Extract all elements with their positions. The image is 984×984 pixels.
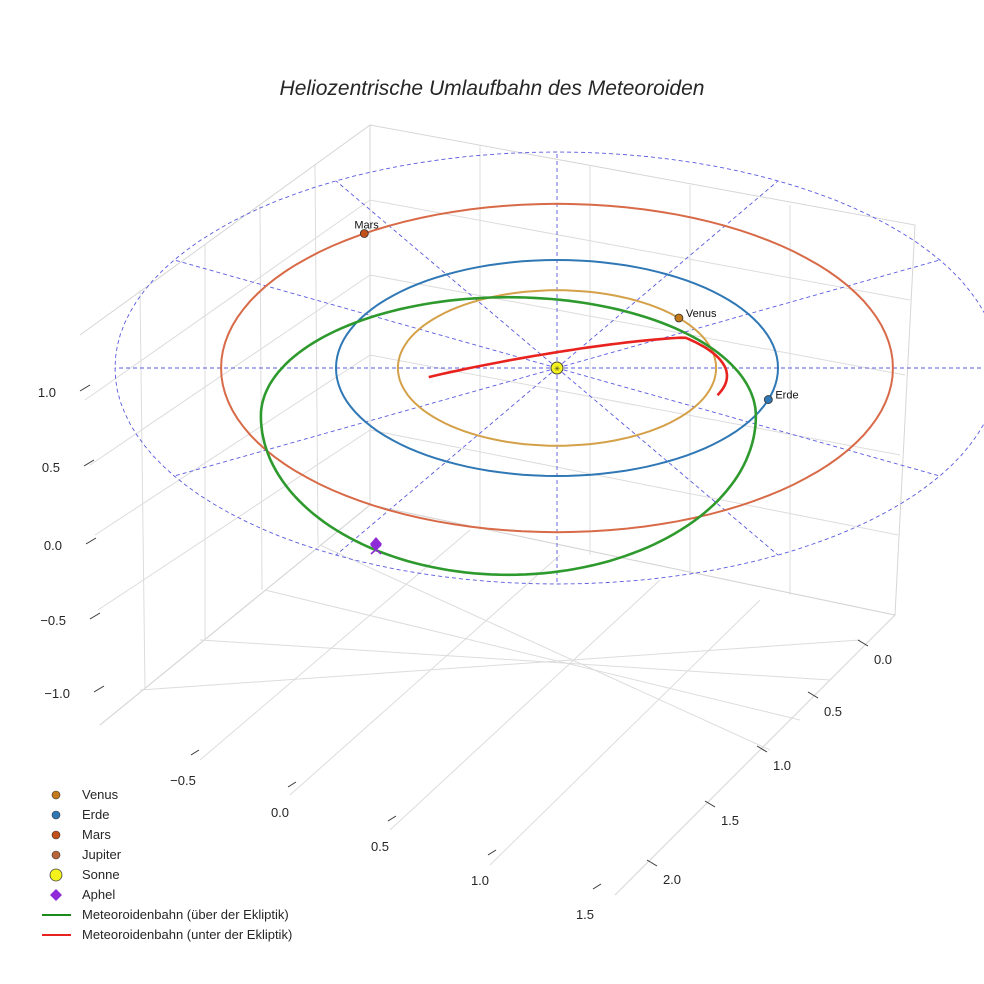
x-tick-label: 0.5 (371, 839, 389, 854)
planet-label-venus: Venus (686, 308, 717, 320)
x-tick-label: −0.5 (170, 773, 196, 788)
grid-line-floor (289, 554, 561, 796)
grid-line-floor (139, 639, 861, 691)
legend-item-jupiter: Jupiter (51, 847, 122, 862)
ecliptic-grid (114, 151, 984, 585)
legend-item-aphel: Aphel (50, 887, 115, 902)
grid-line-floor (489, 599, 761, 866)
legend-item-venus: Venus (51, 787, 119, 802)
legend-label: Meteoroidenbahn (über der Ekliptik) (82, 907, 289, 922)
legend-dot (51, 830, 61, 840)
legend-sun (49, 868, 63, 882)
grid-line-floor (389, 579, 661, 831)
meteoroid-orbit (259, 295, 758, 577)
ecliptic-spoke (335, 180, 558, 369)
legend-label: Jupiter (82, 847, 122, 862)
legend: Venus Erde Mars Jupiter Sonne Aphel Meteoroide… (42, 787, 292, 942)
y-tick-mark (646, 859, 658, 867)
planet-marker-erde (763, 395, 773, 404)
orbit-erde (334, 258, 779, 478)
ecliptic-spoke (556, 367, 779, 556)
grid-line-floor (199, 529, 471, 761)
z-tick-mark (79, 384, 91, 392)
z-tick-label: 0.0 (44, 538, 62, 553)
meteoroid-above-ecliptic (293, 390, 758, 577)
legend-item-erde: Erde (51, 807, 109, 822)
x-tick-mark (592, 883, 602, 890)
z-tick-label: 1.0 (38, 385, 56, 400)
z-tick-mark (93, 685, 105, 693)
legend-label: Aphel (82, 887, 115, 902)
sun-marker (550, 361, 564, 375)
legend-item-meteoroidenbahn: Meteoroidenbahn (unter der Ekliptik) (42, 927, 292, 942)
grid-line-left (139, 289, 146, 691)
y-tick-label: 0.0 (874, 652, 892, 667)
meteoroid-below-ecliptic (428, 336, 729, 397)
grid-line-left (259, 204, 263, 591)
grid-line-floor (319, 544, 771, 751)
grid-line-horizontal (84, 199, 911, 401)
ecliptic-spoke (556, 180, 779, 369)
planet-label-mars: Mars (354, 220, 379, 232)
y-tick-label: 1.5 (721, 813, 739, 828)
legend-item-mars: Mars (51, 827, 111, 842)
legend-dot (51, 850, 61, 860)
legend-diamond (50, 889, 62, 901)
planet-markers: ✳ Mars Venus Erde (354, 220, 799, 555)
orbit-venus (396, 289, 718, 447)
legend-item-meteoroidenbahn: Meteoroidenbahn (über der Ekliptik) (42, 907, 289, 922)
z-tick-mark (83, 459, 95, 467)
meteoroid-above-ecliptic (259, 295, 752, 497)
grid-line-floor (264, 589, 801, 721)
planet-label-erde: Erde (775, 390, 798, 402)
planet-marker-mars (359, 229, 369, 238)
pane-left (79, 124, 371, 726)
x-tick-label: 1.0 (471, 873, 489, 888)
y-tick-mark (807, 691, 819, 699)
legend-dot (51, 810, 61, 820)
x-tick-mark (487, 849, 497, 856)
aphel-cross (370, 544, 382, 555)
grid-line-left (314, 164, 319, 546)
x-tick-mark (190, 749, 200, 756)
z-tick-label: −1.0 (44, 686, 70, 701)
legend-label: Meteoroidenbahn (unter der Ekliptik) (82, 927, 292, 942)
legend-label: Mars (82, 827, 111, 842)
chart-title: Heliozentrische Umlaufbahn des Meteoroid… (280, 77, 705, 100)
y-tick-label: 2.0 (663, 872, 681, 887)
x-tick-label: 1.5 (576, 907, 594, 922)
y-tick-label: 1.0 (773, 758, 791, 773)
grid-line-horizontal (89, 274, 906, 466)
legend-dot (51, 790, 61, 800)
planet-marker-venus (674, 313, 684, 323)
y-tick-mark (857, 639, 869, 647)
y-tick-label: 0.5 (824, 704, 842, 719)
ecliptic-spoke (335, 367, 558, 556)
x-tick-mark (387, 815, 397, 822)
planet-orbits (220, 202, 894, 534)
sun-symbol: ✳ (554, 365, 560, 373)
orbit-mars (220, 202, 894, 534)
y-tick-mark (704, 800, 716, 808)
legend-label: Venus (82, 787, 119, 802)
x-tick-mark (287, 781, 297, 788)
y-tick-mark (756, 745, 768, 753)
pane-floor (99, 504, 897, 896)
legend-label: Erde (82, 807, 109, 822)
legend-label: Sonne (82, 867, 120, 882)
grid-line-horizontal (94, 354, 901, 536)
grid-line-floor (199, 639, 831, 681)
legend-item-sonne: Sonne (49, 867, 120, 882)
grid-line-horizontal (97, 429, 899, 611)
z-tick-label: 0.5 (42, 460, 60, 475)
x-tick-label: 0.0 (271, 805, 289, 820)
axis-ticks: −0.5 0.0 0.5 1.0 1.5 0.0 0.5 1.0 1.5 2.0 1.0 0.5 0.0… (38, 384, 892, 922)
z-tick-mark (89, 612, 101, 620)
z-tick-label: −0.5 (40, 613, 66, 628)
z-tick-mark (85, 537, 97, 545)
axis-panes (79, 124, 916, 896)
